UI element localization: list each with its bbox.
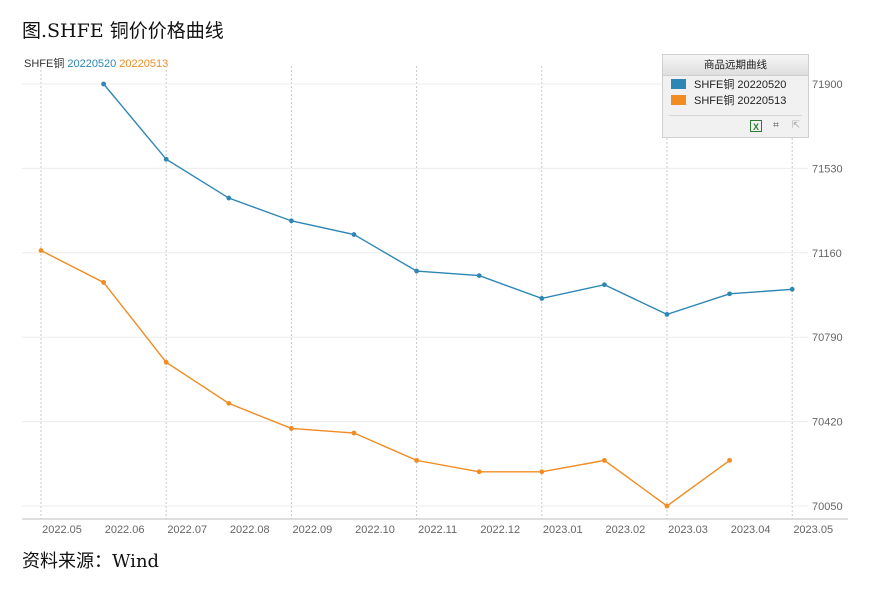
data-point-s0 [539,296,545,301]
y-tick-label: 71900 [812,79,843,91]
figure-title: 图.SHFE 铜价价格曲线 [22,20,224,42]
x-tick-label: 2023.01 [543,524,583,536]
x-tick-label: 2022.09 [293,524,333,536]
x-tick-label: 2023.02 [606,524,646,536]
x-tick-label: 2022.12 [480,524,520,536]
excel-export-icon[interactable]: X [750,120,762,132]
x-tick-label: 2023.03 [668,524,708,536]
data-point-s1 [101,280,106,285]
y-tick-label: 70790 [812,332,843,344]
crop-icon[interactable]: ⌗ [773,120,779,131]
legend-title: 商品远期曲线 [663,55,808,76]
y-tick-label: 71160 [812,248,842,260]
x-tick-label: 2022.06 [105,524,145,536]
data-point-s0 [476,273,482,279]
data-point-s0 [727,291,732,297]
data-point-s0 [163,156,169,162]
legend-label-s0: SHFE铜 20220520 [694,79,787,91]
data-point-s1 [664,503,670,509]
series-header-s0[interactable]: 20220520 [67,58,117,70]
source-note: 资料来源：Wind [22,551,160,572]
x-tick-label: 2022.10 [355,524,395,536]
data-point-s1 [163,359,169,365]
series-line-0 [103,83,793,316]
data-point-s0 [664,311,670,317]
series-layer [38,81,795,509]
y-tick-label: 71530 [812,163,843,175]
x-tick-label: 2023.04 [731,524,771,536]
tick-layer: 2022.05 2022.06 2022.07 2022.08 2022.09 2022.… [42,79,842,536]
x-tick-label: 2022.07 [167,524,207,536]
data-point-s0 [226,195,232,201]
data-point-s0 [789,286,795,292]
data-point-s1 [476,469,482,475]
legend-item-s1[interactable]: SHFE铜 20220513 [671,92,808,108]
data-point-s1 [602,457,607,463]
data-point-s1 [289,426,294,431]
series-header: SHFE铜 20220520 20220513 [24,55,168,71]
legend-label-s1: SHFE铜 20220513 [694,95,787,107]
series-line-1 [40,249,731,507]
data-point-s0 [101,81,106,87]
x-tick-label: 2022.11 [418,524,457,536]
data-point-s0 [289,218,294,224]
y-tick-label: 70050 [812,501,843,513]
x-tick-label: 2022.05 [42,524,82,536]
x-tick-label: 2023.05 [793,524,833,536]
data-point-s1 [226,400,232,406]
export-icon[interactable]: ⇱ [791,120,801,131]
data-point-s0 [351,232,357,237]
data-point-s1 [539,469,545,475]
data-point-s1 [38,248,44,253]
grid-layer [22,66,848,520]
data-point-s0 [414,268,419,274]
y-tick-label: 70420 [812,417,843,429]
data-point-s1 [414,457,419,463]
legend-swatch-s1 [671,95,686,105]
legend-tools: X ⌗ ⇱ [750,120,802,132]
legend-panel[interactable]: 商品远期曲线 SHFE铜 20220520 SHFE铜 20220513 X ⌗… [662,54,809,138]
legend-item-s0[interactable]: SHFE铜 20220520 [671,76,808,92]
legend-divider [669,115,802,116]
legend-swatch-s0 [671,79,686,89]
series-header-s1[interactable]: 20220513 [119,58,169,70]
series-header-base: SHFE铜 [24,58,65,70]
x-tick-label: 2022.08 [230,524,270,536]
data-point-s1 [351,430,357,436]
data-point-s1 [727,457,732,463]
data-point-s0 [602,282,607,288]
